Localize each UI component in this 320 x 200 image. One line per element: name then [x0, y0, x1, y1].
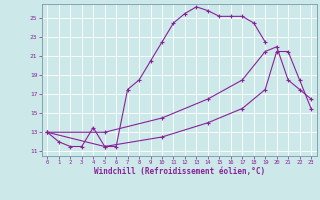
- X-axis label: Windchill (Refroidissement éolien,°C): Windchill (Refroidissement éolien,°C): [94, 167, 265, 176]
